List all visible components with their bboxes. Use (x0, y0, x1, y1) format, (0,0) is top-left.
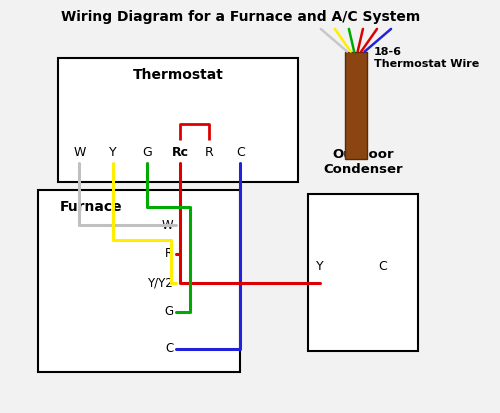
Text: Wiring Diagram for a Furnace and A/C System: Wiring Diagram for a Furnace and A/C Sys… (61, 10, 420, 24)
Text: Rc: Rc (172, 146, 189, 159)
Text: G: G (164, 305, 173, 318)
Bar (58, 58, 298, 182)
Text: Y: Y (316, 260, 324, 273)
Text: 18-6
Thermostat Wire: 18-6 Thermostat Wire (374, 47, 479, 69)
Text: Thermostat: Thermostat (132, 68, 224, 82)
Text: Outdoor
Condenser: Outdoor Condenser (324, 147, 403, 176)
Bar (38, 190, 240, 372)
Bar (345, 52, 366, 159)
Text: Y/Y2: Y/Y2 (148, 276, 173, 290)
Text: R: R (205, 146, 214, 159)
Bar (308, 194, 418, 351)
Text: Furnace: Furnace (60, 200, 122, 214)
Text: C: C (378, 260, 386, 273)
Text: R: R (165, 247, 173, 261)
Text: G: G (142, 146, 152, 159)
Text: C: C (236, 146, 245, 159)
Text: W: W (73, 146, 86, 159)
Text: Y: Y (109, 146, 117, 159)
Text: C: C (165, 342, 173, 356)
Text: W: W (162, 218, 173, 232)
